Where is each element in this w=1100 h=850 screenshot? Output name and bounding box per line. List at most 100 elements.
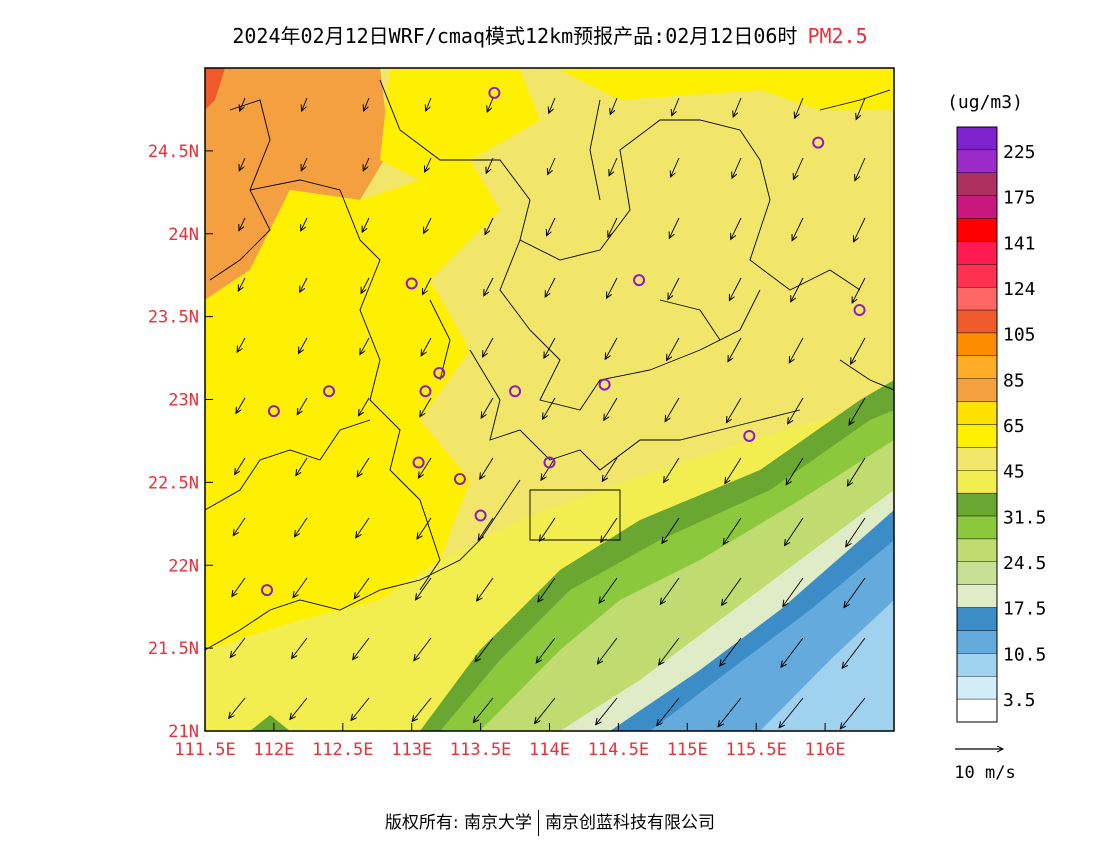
wind-arrow	[665, 397, 680, 421]
wind-arrow	[356, 517, 370, 538]
legend-color-box	[956, 561, 998, 585]
legend-label: 10.5	[1003, 644, 1046, 665]
legend-color-box	[956, 241, 998, 265]
wind-arrow	[296, 457, 308, 476]
wind-arrow	[728, 337, 742, 362]
legend-color-box	[956, 492, 998, 517]
wind-arrow	[354, 577, 370, 599]
wind-arrow	[726, 397, 742, 423]
station-marker	[743, 429, 756, 442]
station-marker	[812, 136, 825, 149]
wind-arrow	[854, 217, 866, 242]
station-marker	[474, 509, 487, 522]
wind-arrow	[415, 577, 432, 600]
wind-arrow	[237, 337, 246, 352]
copyright-text: 版权所有: 南京大学	[384, 813, 533, 833]
y-tick-label: 23.5N	[148, 308, 199, 328]
wind-arrow	[480, 457, 494, 479]
wind-arrow	[477, 577, 494, 601]
wind-arrow	[301, 217, 308, 231]
wind-arrow	[364, 97, 370, 111]
wind-arrow	[230, 637, 246, 657]
wind-arrow	[609, 157, 618, 176]
longitude-axis: 111.5E 112E 112.5E 113E 113.5E 114E 114.5E 115E…	[174, 723, 846, 760]
x-tick-label: 113E	[391, 740, 432, 760]
legend-label: 17.5	[1003, 599, 1046, 620]
wind-arrow	[605, 337, 618, 359]
wind-arrow	[733, 97, 742, 117]
station-marker	[419, 385, 432, 398]
footer-separator	[538, 810, 540, 836]
wind-arrow	[608, 217, 618, 237]
wind-arrow	[475, 637, 494, 662]
wind-arrow	[855, 157, 866, 181]
y-tick-label: 24N	[168, 225, 199, 245]
wind-arrow	[548, 157, 556, 174]
wind-arrow	[363, 157, 370, 171]
latitude-axis: 21N 21.5N 22N 22.5N 23N 23.5N 24N 24.5N	[148, 142, 213, 742]
wind-arrow	[543, 397, 556, 419]
wind-arrow	[779, 697, 804, 728]
wind-arrow	[722, 577, 742, 605]
legend-color-box	[956, 584, 998, 608]
x-tick-label: 115E	[667, 740, 708, 760]
x-tick-label: 114E	[529, 740, 570, 760]
wind-arrow	[295, 517, 308, 537]
x-tick-label: 111.5E	[174, 740, 235, 760]
wind-arrow	[667, 337, 680, 360]
wind-arrow	[235, 457, 246, 474]
wind-arrow	[478, 517, 494, 540]
wind-arrow	[781, 637, 804, 667]
legend-color-box	[956, 126, 998, 151]
wind-arrow	[361, 277, 370, 293]
station-marker	[433, 366, 446, 379]
wind-arrow	[301, 157, 308, 171]
wind-arrow	[597, 637, 618, 664]
wind-arrow	[669, 217, 680, 238]
wind-arrow	[840, 697, 866, 729]
wind-scale: 10 m/s	[954, 749, 1016, 783]
y-tick-label: 22.5N	[148, 473, 199, 493]
legend-color-box	[956, 424, 998, 448]
wind-arrow	[596, 697, 618, 725]
wind-arrow	[795, 97, 804, 118]
wind-arrow	[660, 577, 680, 604]
wind-arrow	[785, 517, 804, 546]
legend-color-box	[956, 470, 998, 494]
wind-arrow	[418, 457, 432, 478]
wind-arrow	[485, 217, 494, 235]
wind-arrow	[412, 697, 432, 721]
map-title: 2024年02月12日WRF/cmaq模式12km预报产品:02月12日06时 P…	[0, 20, 1100, 49]
legend-label: 141	[1003, 233, 1036, 254]
wind-arrow	[487, 97, 494, 112]
x-tick-label: 115.5E	[725, 740, 786, 760]
wind-arrow	[425, 157, 432, 172]
wind-arrow	[297, 397, 308, 415]
legend-color-box	[956, 149, 998, 173]
wind-arrow	[540, 517, 556, 541]
wind-arrow	[792, 217, 804, 241]
wind-arrow	[607, 277, 618, 298]
wind-arrow	[535, 697, 556, 724]
legend-color-box	[956, 355, 998, 379]
wind-arrow	[417, 517, 432, 539]
wind-arrow	[544, 337, 556, 358]
wind-arrow	[290, 697, 308, 719]
wind-arrow	[481, 397, 494, 418]
legend-color-box	[956, 264, 998, 288]
wind-vectors	[229, 97, 866, 729]
wind-arrow	[422, 277, 432, 295]
x-tick-label: 112E	[253, 740, 294, 760]
wind-arrow	[545, 277, 556, 297]
wind-arrow	[657, 697, 680, 726]
legend-color-box	[956, 653, 998, 677]
station-marker	[543, 456, 556, 469]
wind-arrow	[484, 277, 494, 296]
wind-arrow	[353, 637, 370, 660]
wind-arrow	[852, 277, 866, 303]
station-marker	[488, 86, 501, 99]
legend-color-box	[956, 630, 998, 654]
wind-arrow	[846, 517, 866, 547]
wind-arrow	[851, 337, 866, 364]
wind-arrow	[229, 697, 246, 718]
